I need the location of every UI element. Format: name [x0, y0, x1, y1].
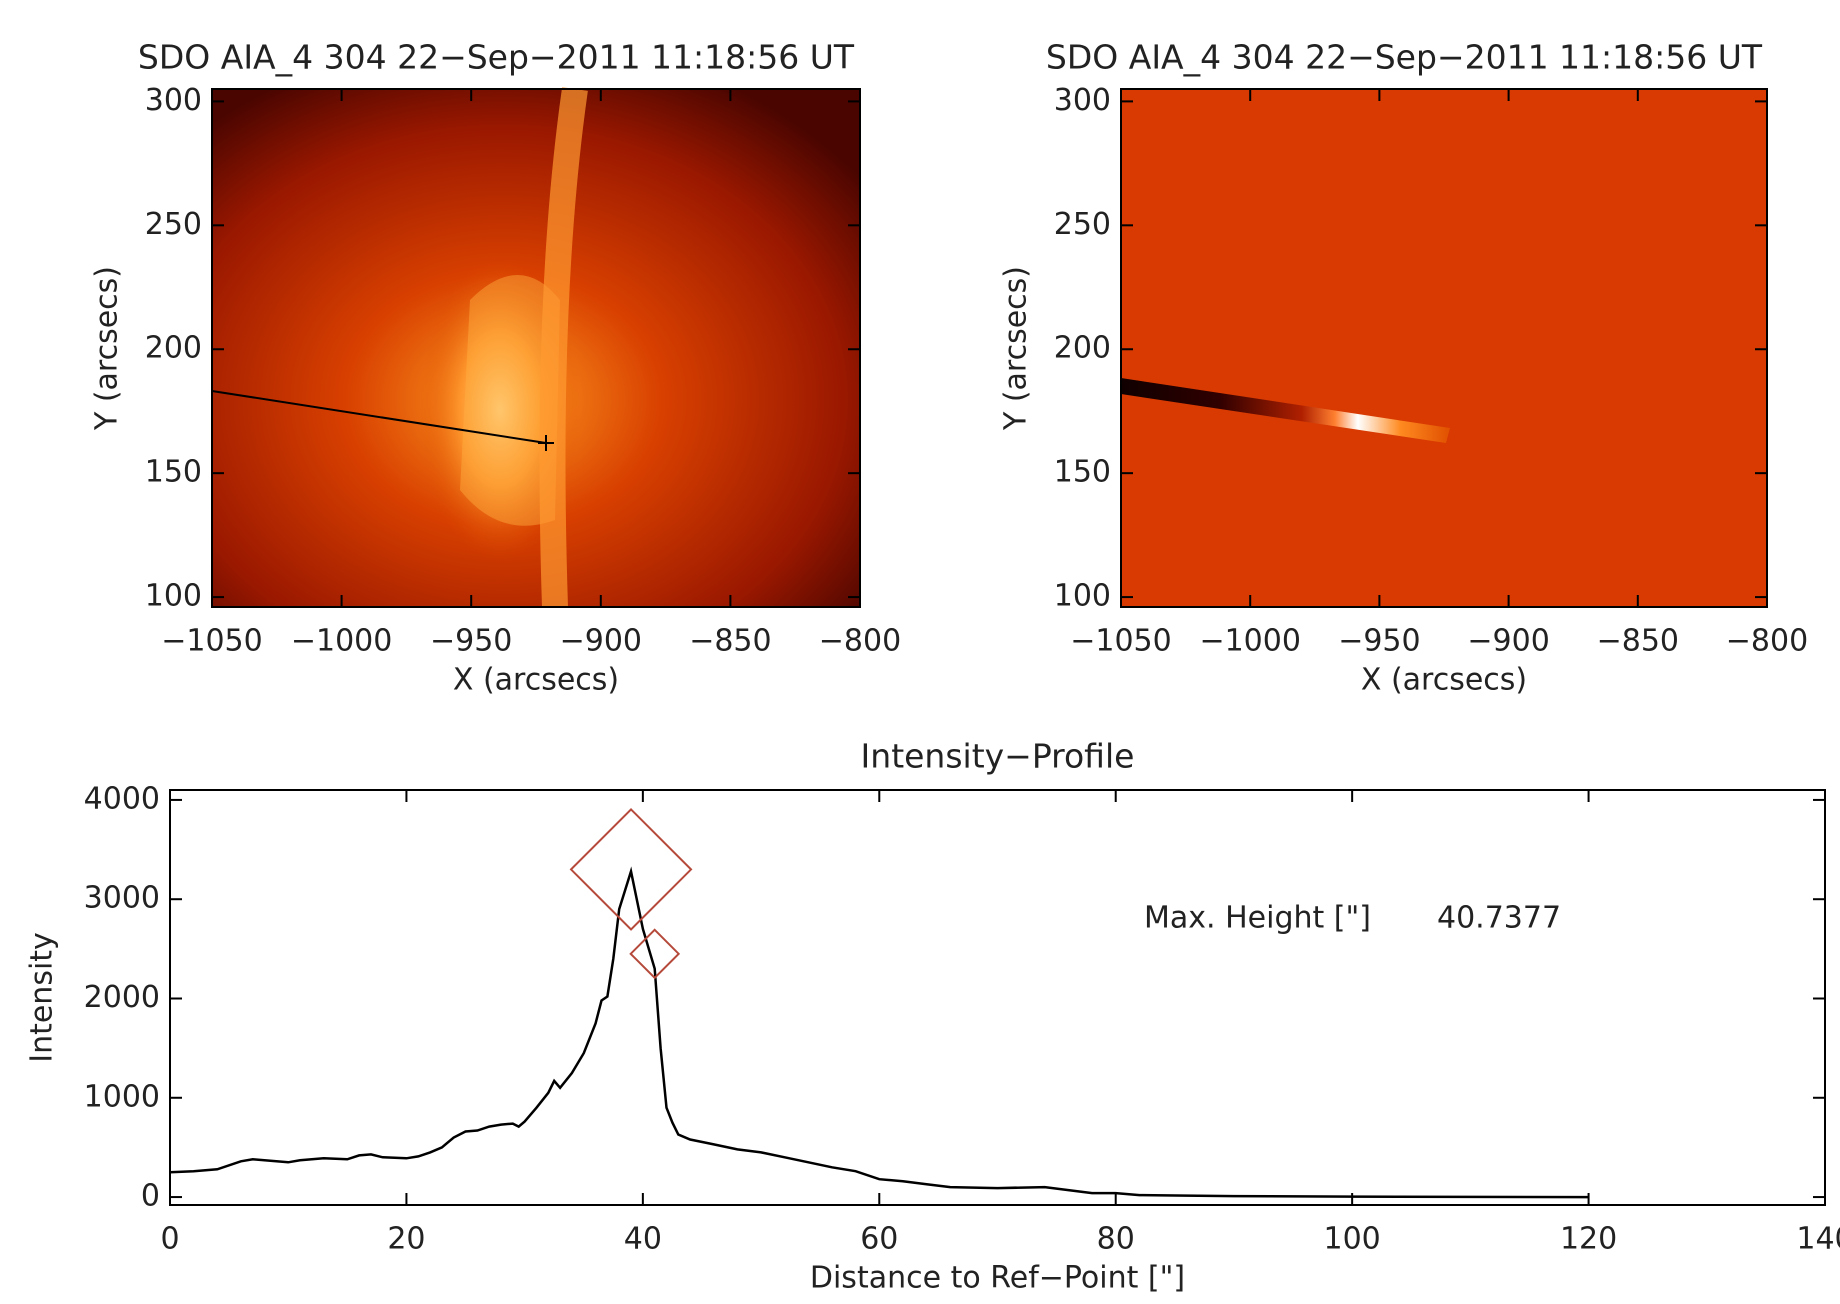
- plot-frame: [169, 789, 1826, 1206]
- solar-image: [211, 87, 860, 608]
- y-tick-label: 100: [145, 579, 202, 614]
- x-tick-label: 140: [1796, 1222, 1840, 1257]
- flare-loops: [460, 275, 560, 526]
- plot-frame: [1120, 88, 1768, 608]
- x-tick-label: −900: [560, 624, 642, 659]
- y-tick-label: 300: [145, 83, 202, 118]
- y-tick-label: 1000: [84, 1079, 160, 1114]
- x-tick-label: −850: [1597, 624, 1679, 659]
- slit-line: [211, 390, 547, 444]
- chart-title: SDO AIA_4 304 22−Sep−2011 11:18:56 UT: [1046, 38, 1763, 77]
- x-tick-label: 20: [387, 1222, 425, 1257]
- intensity-line: [169, 866, 1589, 1199]
- image-background: [1121, 89, 1767, 607]
- chart-title: Intensity−Profile: [861, 737, 1135, 776]
- x-tick-label: 40: [624, 1222, 662, 1257]
- x-tick-label: 80: [1097, 1222, 1135, 1257]
- slit-image: [1121, 89, 1767, 607]
- x-tick-label: −800: [819, 624, 901, 659]
- ref-point: [538, 435, 554, 451]
- x-axis-label: X (arcsecs): [453, 663, 619, 698]
- x-tick-label: 60: [860, 1222, 898, 1257]
- y-tick-label: 250: [145, 207, 202, 242]
- y-axis-label: Y (arcsecs): [999, 266, 1034, 431]
- y-tick-label: 200: [1054, 331, 1111, 366]
- chart-title: SDO AIA_4 304 22−Sep−2011 11:18:56 UT: [138, 38, 855, 77]
- y-tick-label: 2000: [84, 980, 160, 1015]
- y-tick-label: 4000: [84, 781, 160, 816]
- x-tick-label: −1050: [161, 624, 262, 659]
- x-tick-label: −1000: [291, 624, 392, 659]
- x-tick-label: −1050: [1070, 624, 1171, 659]
- x-tick-label: −800: [1726, 624, 1808, 659]
- y-axis-label: Intensity: [25, 932, 60, 1063]
- slit-strip: [1121, 378, 1450, 443]
- y-tick-label: 150: [1054, 455, 1111, 490]
- y-tick-label: 3000: [84, 881, 160, 916]
- x-tick-label: −1000: [1199, 624, 1300, 659]
- x-tick-label: 0: [160, 1222, 179, 1257]
- peak-marker: [569, 808, 693, 931]
- x-tick-label: −950: [1338, 624, 1420, 659]
- annotation-label: Max. Height ["]: [1144, 901, 1371, 936]
- y-tick-label: 0: [141, 1179, 160, 1214]
- y-axis-label: Y (arcsecs): [90, 266, 125, 431]
- y-tick-label: 300: [1054, 83, 1111, 118]
- y-tick-label: 200: [145, 331, 202, 366]
- annotation-value: 40.7377: [1437, 901, 1561, 936]
- x-tick-label: 100: [1324, 1222, 1381, 1257]
- x-tick-label: −900: [1467, 624, 1549, 659]
- x-axis-label: X (arcsecs): [1361, 663, 1527, 698]
- y-tick-label: 100: [1054, 579, 1111, 614]
- x-tick-label: −850: [689, 624, 771, 659]
- plot-frame: [211, 88, 861, 608]
- x-axis-label: Distance to Ref−Point ["]: [810, 1261, 1185, 1296]
- limb-ridge: [539, 87, 588, 608]
- peak-marker: [629, 928, 681, 980]
- x-tick-label: −950: [430, 624, 512, 659]
- y-tick-label: 250: [1054, 207, 1111, 242]
- y-tick-label: 150: [145, 455, 202, 490]
- x-tick-label: 120: [1560, 1222, 1617, 1257]
